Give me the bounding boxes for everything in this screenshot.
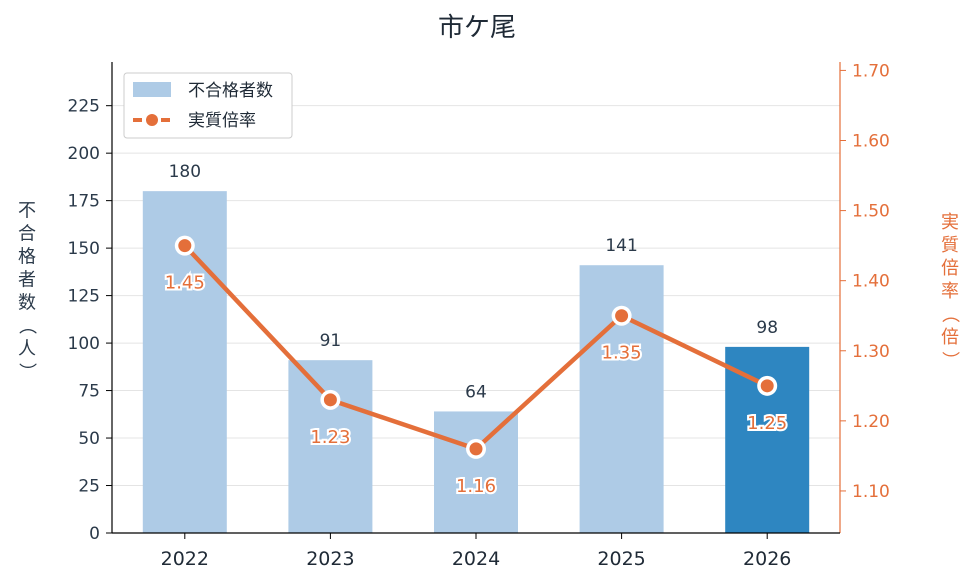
y-axis-right-title-char: 率 bbox=[941, 281, 959, 302]
axes: 0 25 50 75 100 125 150 175 200 225 1.10 1.20 1.30 1.4… bbox=[68, 61, 890, 570]
y-tick-right-label: 1.20 bbox=[852, 412, 890, 432]
y-axis-right-title-char: （ bbox=[939, 305, 960, 323]
y-tick-right-label: 1.70 bbox=[852, 61, 890, 81]
bar bbox=[725, 346, 810, 533]
y-tick-left-label: 0 bbox=[89, 524, 100, 544]
legend: 不合格者数 実質倍率 bbox=[123, 72, 293, 139]
y-tick-left-label: 175 bbox=[68, 192, 100, 212]
y-axis-right-title-char: 倍 bbox=[941, 327, 959, 348]
y-tick-left-label: 225 bbox=[68, 97, 100, 117]
bar bbox=[579, 265, 664, 533]
line-point bbox=[760, 379, 774, 393]
legend-line-marker bbox=[146, 114, 158, 126]
line-value-label: 1.25 bbox=[747, 413, 787, 434]
y-tick-left-label: 100 bbox=[68, 334, 100, 354]
chart-title: 市ケ尾 bbox=[438, 13, 516, 43]
y-axis-left-title-char: （ bbox=[16, 317, 37, 335]
y-axis-left-title: 不合格者数 （ 人 ） bbox=[16, 201, 37, 381]
line-value-label: 1.35 bbox=[602, 343, 642, 364]
line-point bbox=[323, 393, 337, 407]
bar-value-label: 141 bbox=[605, 236, 637, 256]
y-axis-right-title: 実質倍率（倍） bbox=[939, 212, 960, 369]
line-point bbox=[178, 239, 192, 253]
y-tick-right-label: 1.40 bbox=[852, 272, 890, 292]
line-value-label: 1.23 bbox=[310, 427, 350, 448]
x-tick-label: 2024 bbox=[452, 548, 500, 570]
legend-line-label: 実質倍率 bbox=[188, 111, 256, 131]
bar bbox=[288, 360, 373, 533]
x-tick-label: 2026 bbox=[743, 548, 791, 570]
bar-value-label: 180 bbox=[169, 162, 201, 182]
line-value-label: 1.16 bbox=[456, 476, 496, 497]
y-axis-left-title-char: 格 bbox=[18, 247, 36, 268]
x-tick-label: 2022 bbox=[161, 548, 209, 570]
y-tick-left-label: 50 bbox=[78, 429, 100, 449]
y-axis-left-title-char: 不 bbox=[18, 201, 36, 222]
bar-value-label: 64 bbox=[465, 382, 487, 402]
y-tick-left-label: 125 bbox=[68, 287, 100, 307]
data-labels: 180 91 64 141 98 1.45 1.23 1.16 1.35 1.25 bbox=[163, 162, 789, 499]
x-tick-label: 2023 bbox=[306, 548, 354, 570]
line-series bbox=[174, 235, 778, 459]
y-tick-right-label: 1.10 bbox=[852, 482, 890, 502]
y-axis-right-title-char: 倍 bbox=[941, 258, 959, 279]
line-value-label: 1.45 bbox=[165, 273, 205, 294]
line-point bbox=[469, 442, 483, 456]
y-tick-left-label: 25 bbox=[78, 477, 100, 497]
y-axis-left-title-char: 数 bbox=[18, 293, 36, 314]
y-axis-right-title-char: 質 bbox=[941, 235, 959, 256]
y-axis-left-title-char: 合 bbox=[18, 224, 36, 245]
y-axis-left-title-char: 者 bbox=[18, 270, 36, 291]
bar-value-label: 91 bbox=[320, 331, 342, 351]
bar-value-label: 98 bbox=[756, 318, 778, 338]
y-axis-right-title-char: ） bbox=[939, 351, 960, 369]
y-tick-left-label: 200 bbox=[68, 144, 100, 164]
y-axis-left-title-char: ） bbox=[16, 363, 37, 381]
y-tick-right-label: 1.60 bbox=[852, 132, 890, 152]
y-tick-right-label: 1.30 bbox=[852, 342, 890, 362]
y-axis-right-title-char: 実 bbox=[941, 212, 959, 233]
bar bbox=[434, 411, 518, 533]
x-tick-label: 2025 bbox=[597, 548, 645, 570]
y-axis-left-title-char: 人 bbox=[18, 339, 36, 360]
y-tick-left-label: 75 bbox=[78, 382, 100, 402]
y-tick-right-label: 1.50 bbox=[852, 202, 890, 222]
legend-bar-label: 不合格者数 bbox=[188, 81, 273, 101]
y-tick-left-label: 150 bbox=[68, 239, 100, 259]
legend-bar-swatch bbox=[133, 82, 171, 97]
line-point bbox=[615, 309, 629, 323]
